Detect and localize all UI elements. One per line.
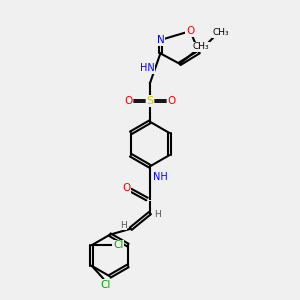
Text: O: O	[186, 26, 194, 36]
Text: NH: NH	[153, 172, 168, 182]
Text: H: H	[120, 221, 127, 230]
Text: H: H	[154, 210, 161, 219]
Text: HN: HN	[140, 63, 154, 73]
Text: S: S	[146, 96, 154, 106]
Text: O: O	[122, 183, 130, 193]
Text: CH₃: CH₃	[193, 42, 209, 51]
Text: O: O	[124, 96, 132, 106]
Text: CH₃: CH₃	[212, 28, 229, 37]
Text: Cl: Cl	[100, 280, 111, 290]
Text: Cl: Cl	[113, 240, 124, 250]
Text: O: O	[168, 96, 176, 106]
Text: N: N	[157, 35, 164, 45]
